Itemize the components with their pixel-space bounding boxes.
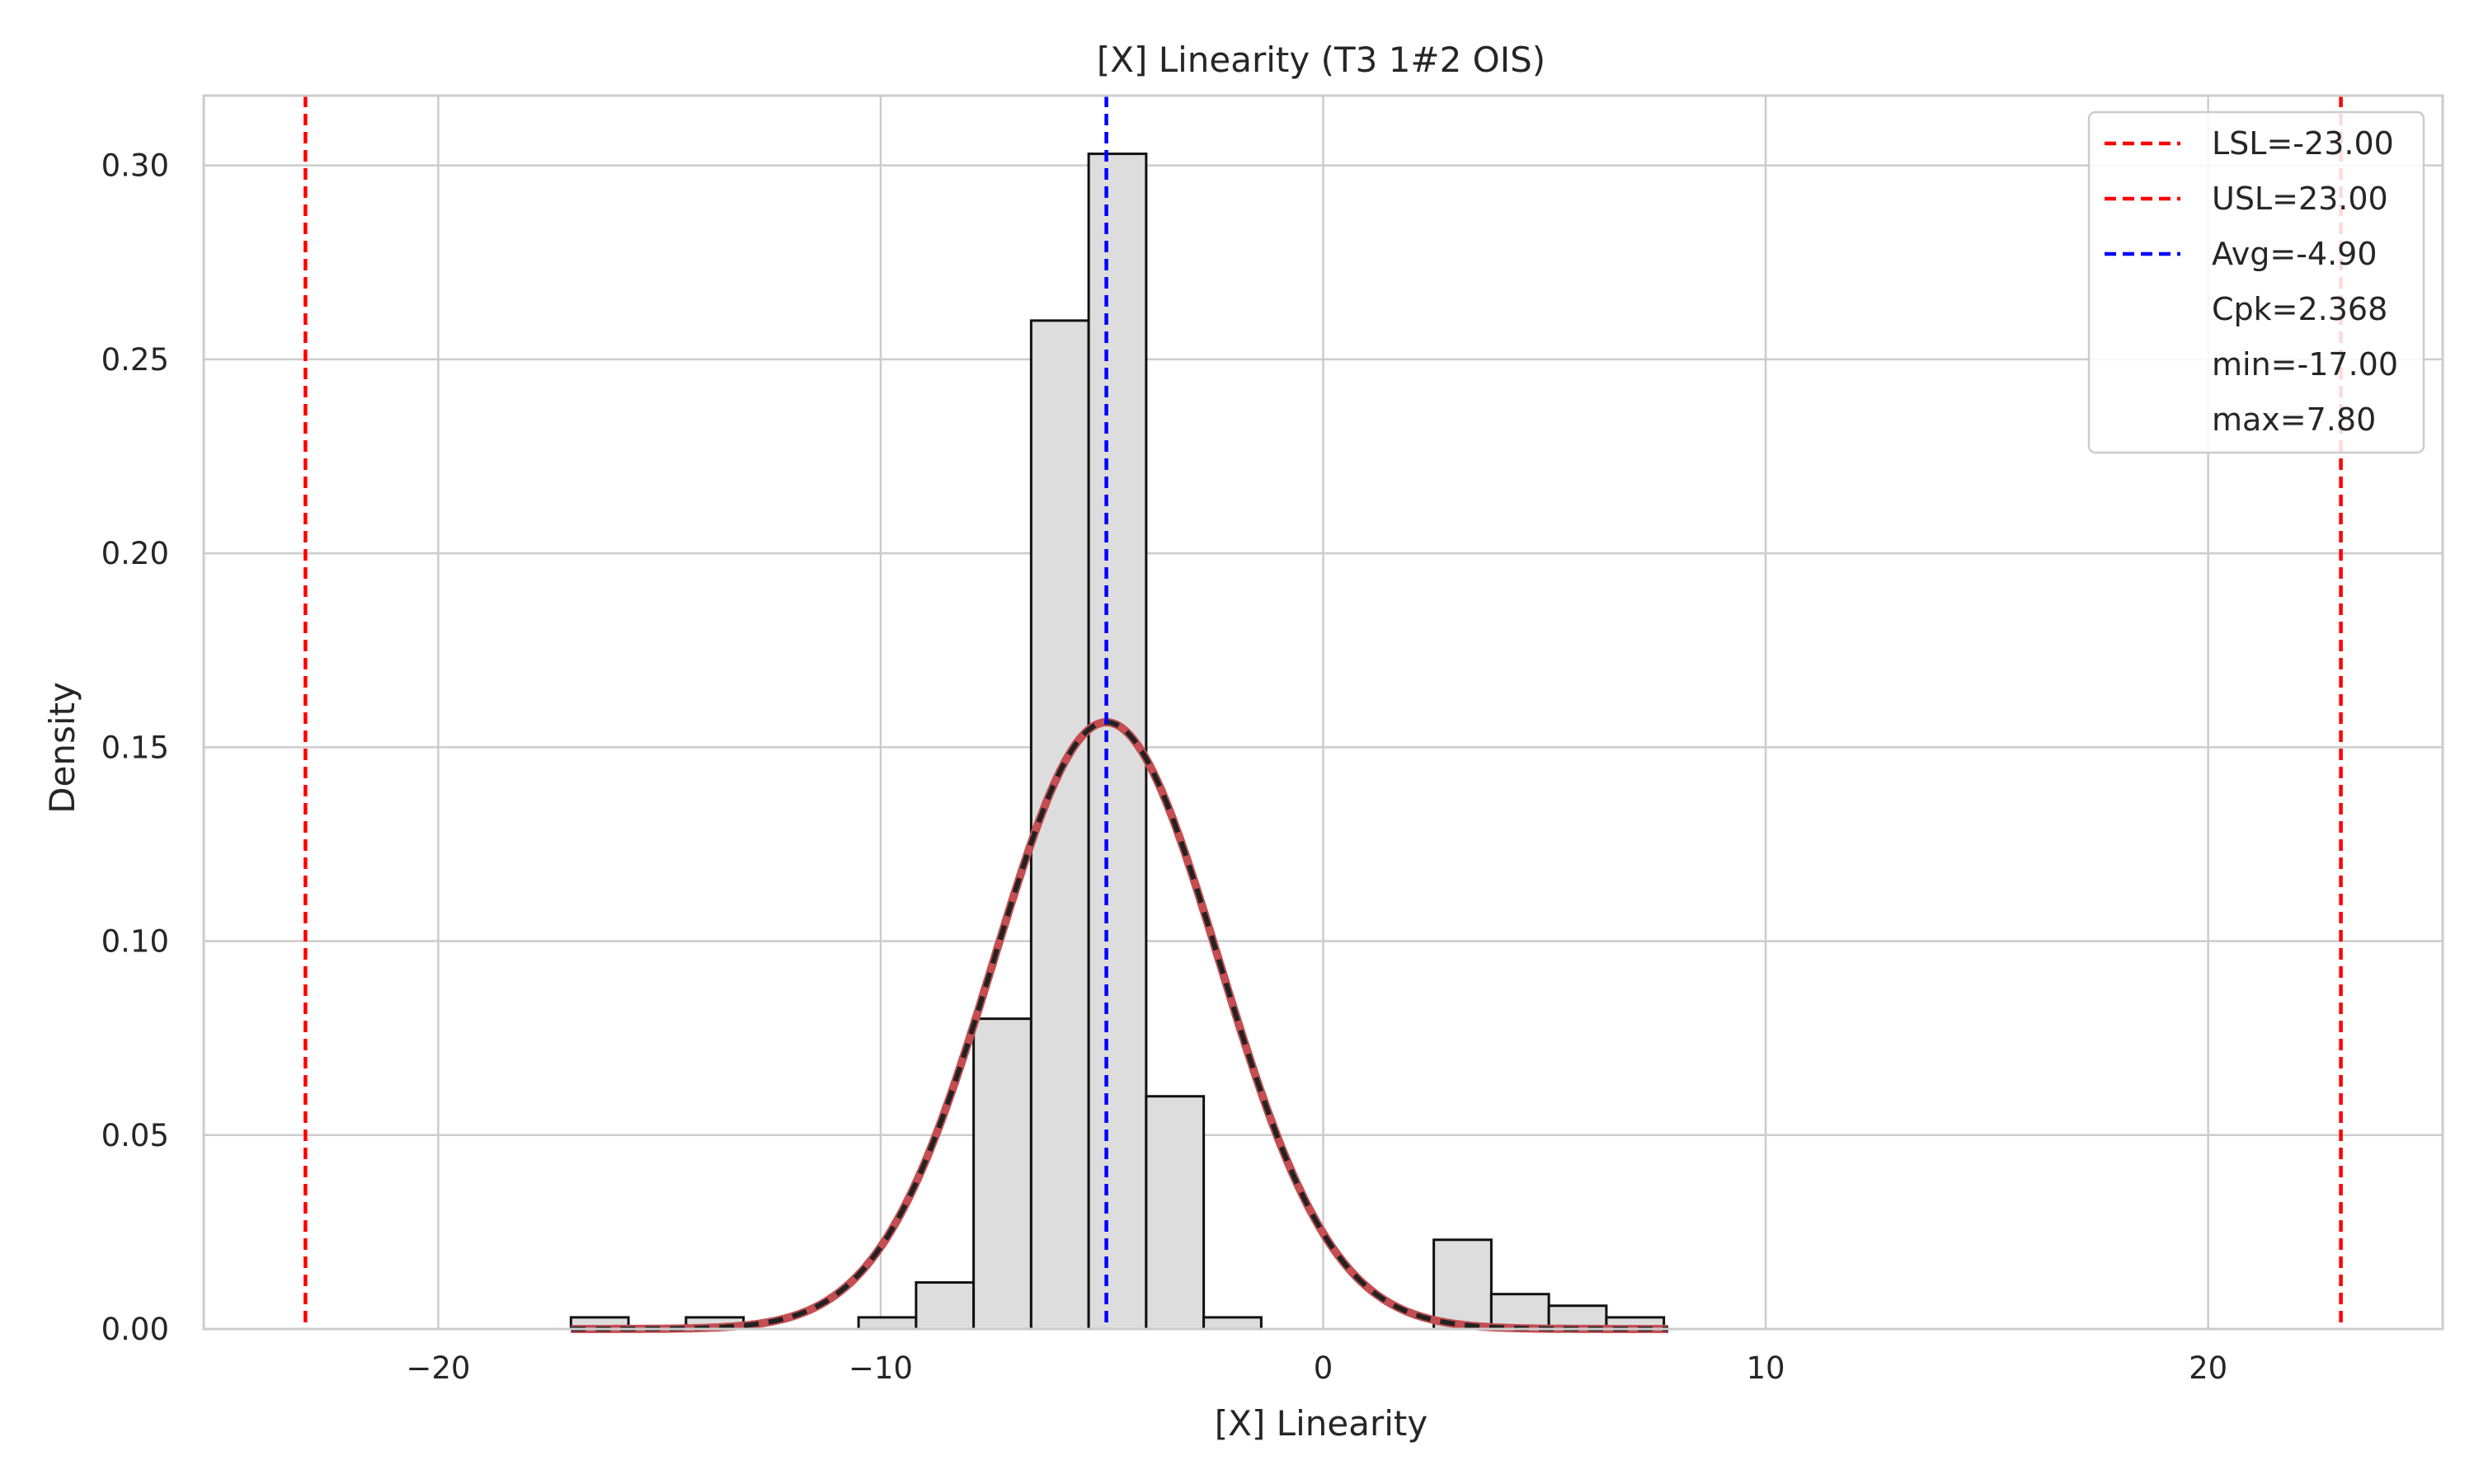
histogram-bar	[974, 1019, 1032, 1329]
legend-entry-label: min=-17.00	[2212, 346, 2398, 383]
y-tick-label: 0.10	[101, 924, 169, 960]
y-tick-label: 0.05	[101, 1118, 169, 1153]
x-tick-label: −20	[406, 1350, 470, 1386]
y-tick-label: 0.20	[101, 536, 169, 571]
y-tick-label: 0.00	[101, 1312, 169, 1347]
y-tick-label: 0.15	[101, 730, 169, 765]
x-tick-label: 10	[1747, 1350, 1785, 1386]
histogram-bar	[858, 1317, 916, 1329]
legend-entry-label: Cpk=2.368	[2212, 291, 2387, 327]
histogram-bar	[1204, 1317, 1262, 1329]
legend-entry-label: USL=23.00	[2212, 181, 2388, 217]
y-tick-label: 0.25	[101, 342, 169, 378]
x-tick-label: −10	[849, 1350, 913, 1386]
y-axis-label: Density	[42, 682, 82, 814]
x-tick-label: 0	[1314, 1350, 1333, 1386]
histogram-bar	[1146, 1097, 1204, 1329]
histogram-bar	[1434, 1240, 1492, 1329]
x-axis-label: [X] Linearity	[1215, 1403, 1427, 1444]
histogram-bar	[916, 1283, 974, 1329]
legend-entry-label: LSL=-23.00	[2212, 125, 2394, 162]
legend-entry-label: Avg=-4.90	[2212, 236, 2378, 272]
y-tick-label: 0.30	[101, 148, 169, 184]
legend-entry-label: max=7.80	[2212, 402, 2376, 438]
x-tick-label: 20	[2189, 1350, 2227, 1386]
legend: LSL=-23.00 USL=23.00 Avg=-4.90 Cpk=2.368 min…	[2089, 112, 2424, 453]
chart-title: [X] Linearity (T3 1#2 OIS)	[1097, 40, 1545, 80]
